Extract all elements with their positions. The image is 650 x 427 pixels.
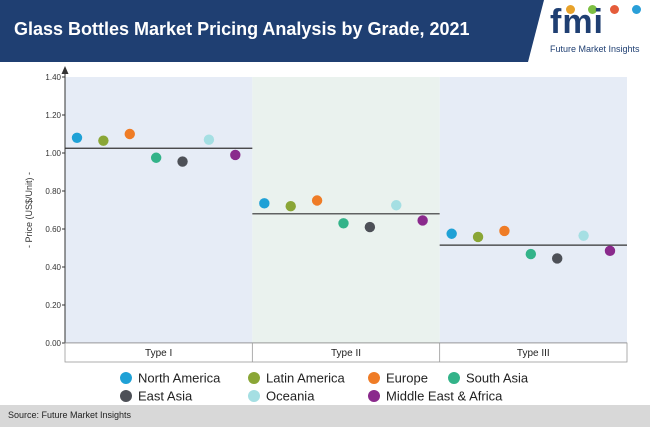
source-note: Source: Future Market Insights [8, 410, 132, 420]
logo-tagline: Future Market Insights [550, 44, 640, 54]
data-point [124, 128, 135, 140]
y-tick-label: 1.20 [45, 111, 61, 120]
y-tick-label: 0.80 [45, 187, 61, 196]
logo-dot-1 [566, 5, 575, 14]
data-point [230, 149, 241, 161]
data-point [285, 201, 296, 212]
y-tick-label: 1.40 [45, 73, 61, 82]
y-axis-arrow [61, 66, 69, 74]
y-axis-title: - Price (US$/Unit) - [24, 172, 34, 248]
data-point [71, 132, 83, 143]
legend-label: South Asia [466, 371, 529, 386]
legend-marker [448, 372, 460, 384]
y-tick-label: 0.20 [45, 301, 61, 310]
legend-label: Europe [386, 371, 428, 386]
legend-marker [368, 390, 380, 402]
data-point [150, 152, 162, 163]
footer-bar: Source: Future Market Insights [0, 405, 650, 427]
category-band [65, 77, 253, 343]
logo-panel: fmi Future Market Insights [528, 0, 650, 62]
data-point [98, 135, 109, 146]
logo-dot-2 [588, 5, 597, 14]
category-label: Type I [145, 348, 172, 359]
legend-label: East Asia [138, 389, 193, 404]
legend-marker [120, 372, 132, 384]
data-point [552, 253, 563, 264]
logo-dot-3 [610, 5, 619, 14]
logo-letters: fmi [550, 3, 604, 41]
legend-label: Latin America [266, 371, 346, 386]
data-point [259, 198, 270, 209]
legend-marker [248, 372, 260, 384]
y-tick-label: 0.00 [45, 339, 61, 348]
category-label: Type II [331, 348, 361, 359]
category-band [439, 77, 627, 343]
data-point [499, 225, 510, 237]
header-banner: Glass Bottles Market Pricing Analysis by… [0, 0, 650, 62]
data-point [203, 134, 215, 145]
category-label: Type III [517, 348, 550, 359]
data-point [472, 231, 484, 243]
data-point [177, 156, 188, 167]
category-strip [64, 342, 628, 363]
data-point [604, 245, 616, 257]
legend-marker [120, 390, 132, 402]
legend-marker [248, 390, 260, 402]
chart: 0.00 0.20 0.40 0.60 0.80 1.00 1.20 1.40 - Price … [24, 66, 628, 404]
y-tick-label: 0.40 [45, 263, 61, 272]
chart-title: Glass Bottles Market Pricing Analysis by… [14, 19, 470, 39]
data-point [364, 221, 376, 233]
y-tick-label: 0.60 [45, 225, 61, 234]
data-point [338, 218, 349, 229]
logo-dots [566, 5, 646, 17]
data-point [525, 248, 537, 260]
data-point [391, 200, 402, 211]
data-point [311, 195, 323, 206]
category-band [252, 77, 440, 343]
legend-label: North America [138, 371, 221, 386]
data-point [578, 230, 589, 241]
legend-label: Oceania [266, 389, 315, 404]
data-point [446, 228, 457, 239]
legend-marker [368, 372, 380, 384]
y-tick-label: 1.00 [45, 149, 61, 158]
legend-label: Middle East & Africa [386, 389, 503, 404]
data-point [417, 215, 428, 226]
logo-dot-4 [632, 5, 641, 14]
